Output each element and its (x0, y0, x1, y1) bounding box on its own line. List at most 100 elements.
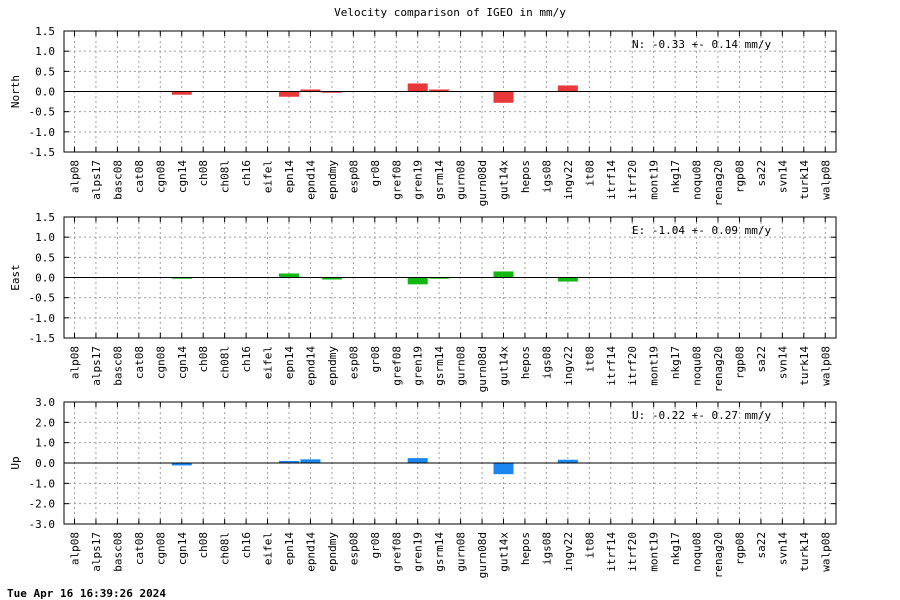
y-tick-label: 0.5 (35, 251, 55, 264)
bar-gren19 (407, 458, 428, 463)
x-tick-label: esp08 (347, 532, 360, 565)
x-tick-label: ch16 (240, 532, 253, 559)
x-tick-label: epn14 (283, 160, 296, 193)
x-tick-label: alps17 (90, 346, 103, 386)
bar-epnd14 (300, 459, 321, 463)
bar-gut14x (493, 91, 514, 103)
y-tick-label: 1.5 (35, 211, 55, 224)
x-tick-label: itrf20 (626, 532, 639, 572)
page-title: Velocity comparison of IGEO in mm/y (334, 6, 566, 19)
x-tick-label: gurn08d (476, 346, 489, 392)
x-tick-label: svn14 (776, 532, 789, 565)
x-tick-label: walp08 (819, 160, 832, 200)
y-tick-label: 1.0 (35, 231, 55, 244)
x-tick-label: gsrm14 (433, 532, 446, 572)
x-tick-label: nkg17 (669, 346, 682, 379)
x-tick-label: hepos (519, 346, 532, 379)
bar-gut14x (493, 271, 514, 278)
x-tick-label: gut14x (498, 160, 511, 200)
x-tick-label: epn14 (283, 346, 296, 379)
x-tick-label: rgp08 (733, 532, 746, 565)
x-tick-label: epndmy (326, 346, 339, 386)
x-tick-label: epnd14 (304, 532, 317, 572)
x-tick-label: noqu08 (691, 160, 704, 200)
y-tick-label: 1.0 (35, 437, 55, 450)
x-tick-label: noqu08 (691, 532, 704, 572)
x-tick-label: nkg17 (669, 160, 682, 193)
x-tick-label: walp08 (819, 532, 832, 572)
x-tick-label: gr08 (369, 346, 382, 373)
x-tick-label: gr08 (369, 160, 382, 187)
x-tick-label: gref08 (390, 160, 403, 200)
x-tick-label: it08 (583, 532, 596, 559)
x-tick-label: alp08 (69, 532, 82, 565)
x-tick-label: turk14 (798, 160, 811, 200)
x-tick-label: cgn08 (154, 532, 167, 565)
y-tick-label: 0.0 (35, 457, 55, 470)
y-tick-label: -1.0 (29, 312, 56, 325)
x-tick-label: nkg17 (669, 532, 682, 565)
y-tick-label: 3.0 (35, 396, 55, 409)
y-tick-label: -0.5 (29, 292, 56, 305)
x-tick-label: igs08 (540, 160, 553, 193)
x-tick-label: noqu08 (691, 346, 704, 386)
timestamp: Tue Apr 16 16:39:26 2024 (7, 587, 166, 600)
y-tick-label: -1.0 (29, 477, 56, 490)
y-tick-label: 2.0 (35, 416, 55, 429)
x-tick-label: renag20 (712, 532, 725, 578)
y-axis-title: East (9, 264, 22, 291)
x-tick-label: ingv22 (562, 532, 575, 572)
x-tick-label: ch08 (197, 160, 210, 187)
x-tick-label: gut14x (498, 532, 511, 572)
x-tick-label: renag20 (712, 160, 725, 206)
y-tick-label: -1.0 (29, 126, 56, 139)
x-tick-label: gurn08d (476, 160, 489, 206)
x-tick-label: ch08l (219, 346, 232, 379)
x-tick-label: esp08 (347, 160, 360, 193)
x-tick-label: gurn08d (476, 532, 489, 578)
x-tick-label: gr08 (369, 532, 382, 559)
x-tick-label: basc08 (111, 160, 124, 200)
x-tick-label: alp08 (69, 346, 82, 379)
x-tick-label: itrf20 (626, 346, 639, 386)
y-tick-label: 0.5 (35, 65, 55, 78)
x-tick-label: rgp08 (733, 346, 746, 379)
x-tick-label: itrf14 (605, 532, 618, 572)
x-tick-label: gren19 (412, 346, 425, 386)
y-tick-label: -2.0 (29, 498, 56, 511)
stat-annotation: N: -0.33 +- 0.14 mm/y (632, 38, 771, 51)
bar-epndmy (321, 91, 342, 93)
x-tick-label: eifel (262, 160, 275, 193)
x-tick-label: mont19 (648, 346, 661, 386)
y-tick-label: 0.0 (35, 86, 55, 99)
x-tick-label: gref08 (390, 346, 403, 386)
x-tick-label: itrf14 (605, 160, 618, 200)
bar-gren19 (407, 277, 428, 285)
x-tick-label: epnd14 (304, 160, 317, 200)
x-tick-label: sa22 (755, 532, 768, 559)
y-axis-title: North (9, 75, 22, 108)
x-tick-label: itrf14 (605, 346, 618, 386)
x-tick-label: epnd14 (304, 346, 317, 386)
x-tick-label: walp08 (819, 346, 832, 386)
x-tick-label: it08 (583, 346, 596, 373)
bar-ingv22 (557, 277, 578, 282)
x-tick-label: gren19 (412, 160, 425, 200)
bar-cgn14 (171, 463, 192, 466)
y-tick-label: 0.0 (35, 272, 55, 285)
x-tick-label: ch16 (240, 160, 253, 187)
x-tick-label: ch16 (240, 346, 253, 373)
x-tick-label: cat08 (133, 346, 146, 379)
bar-cgn14 (171, 91, 192, 95)
x-tick-label: basc08 (111, 346, 124, 386)
x-tick-label: rgp08 (733, 160, 746, 193)
bar-epndmy (321, 277, 342, 280)
x-tick-label: hepos (519, 532, 532, 565)
x-tick-label: ingv22 (562, 346, 575, 386)
x-tick-label: svn14 (776, 346, 789, 379)
x-tick-label: gsrm14 (433, 160, 446, 200)
y-axis-title: Up (9, 456, 22, 469)
x-tick-label: ingv22 (562, 160, 575, 200)
bar-gsrm14 (429, 277, 450, 279)
